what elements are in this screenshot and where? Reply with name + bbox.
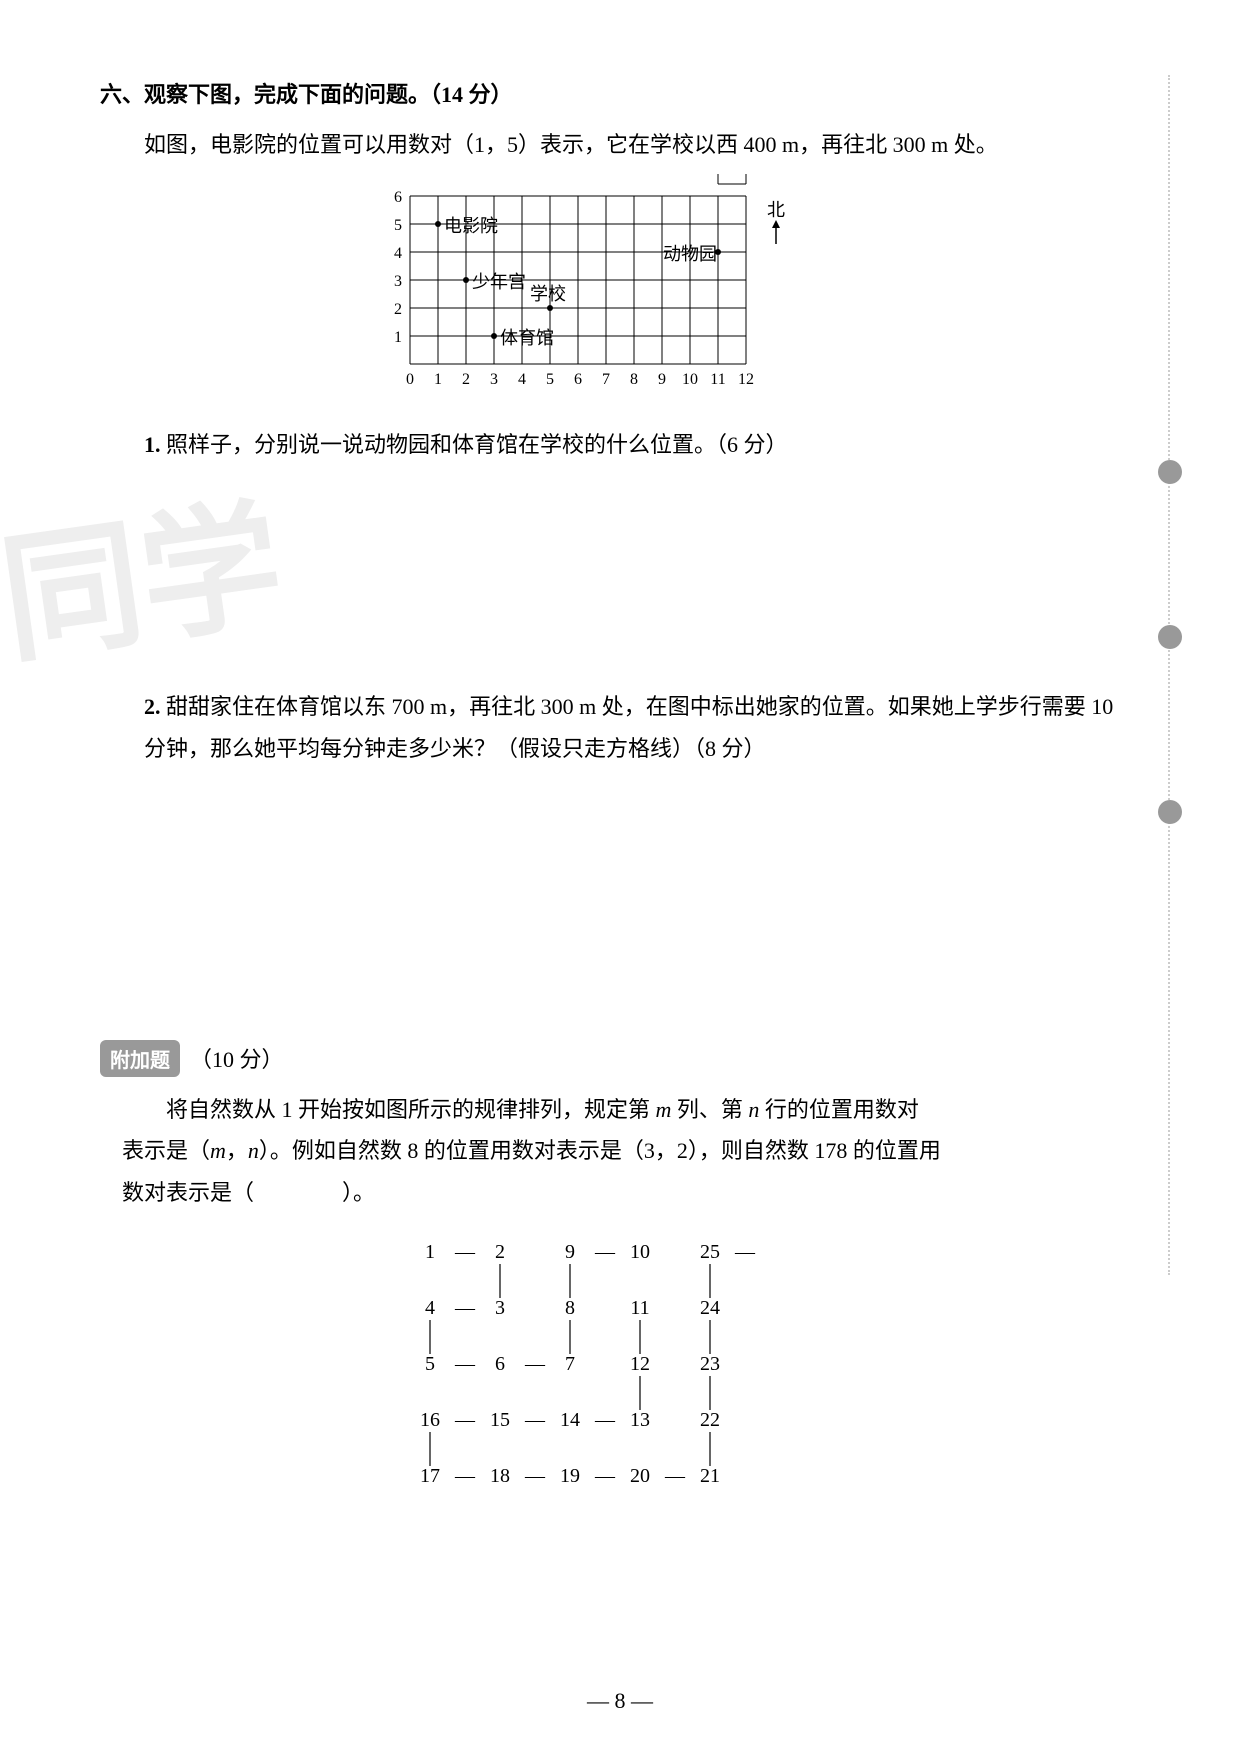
- page-number: — 8 —: [0, 1688, 1240, 1714]
- svg-text:—: —: [454, 1353, 476, 1375]
- svg-text:电影院: 电影院: [444, 216, 498, 236]
- svg-text:—: —: [524, 1409, 546, 1431]
- svg-text:24: 24: [700, 1297, 720, 1319]
- number-spiral-diagram: 12—910—25—43—8112456—7—12231615—14—13—22…: [100, 1234, 1120, 1534]
- svg-text:8: 8: [630, 371, 638, 388]
- answer-space-1: [100, 476, 1120, 686]
- bonus-text-line1: 将自然数从 1 开始按如图所示的规律排列，规定第 m 列、第 n 行的位置用数对: [166, 1089, 1120, 1131]
- svg-text:21: 21: [700, 1465, 720, 1487]
- svg-text:10: 10: [630, 1241, 650, 1263]
- svg-text:17: 17: [420, 1465, 440, 1487]
- svg-text:—: —: [454, 1241, 476, 1263]
- svg-text:3: 3: [394, 273, 402, 290]
- bonus-points: （10 分）: [190, 1047, 284, 1072]
- bonus-text-line3: 数对表示是（ ）。: [122, 1172, 1120, 1214]
- side-tab-icon: [1158, 625, 1182, 649]
- svg-text:13: 13: [630, 1409, 650, 1431]
- svg-text:19: 19: [560, 1465, 580, 1487]
- svg-text:5: 5: [546, 371, 554, 388]
- svg-text:18: 18: [490, 1465, 510, 1487]
- page-content: 六、观察下图，完成下面的问题。（14 分） 如图，电影院的位置可以用数对（1，5…: [0, 0, 1240, 1594]
- q1-number: 1.: [144, 432, 161, 457]
- svg-text:7: 7: [565, 1353, 575, 1375]
- q2-number: 2.: [144, 694, 161, 719]
- section-6-intro: 如图，电影院的位置可以用数对（1，5）表示，它在学校以西 400 m，再往北 3…: [144, 125, 1120, 165]
- svg-text:1: 1: [425, 1241, 435, 1263]
- svg-text:22: 22: [700, 1409, 720, 1431]
- bonus-section: 附加题 （10 分） 将自然数从 1 开始按如图所示的规律排列，规定第 m 列、…: [100, 1040, 1120, 1214]
- bonus-badge: 附加题: [100, 1040, 180, 1077]
- side-tab-icon: [1158, 800, 1182, 824]
- svg-text:2: 2: [394, 301, 402, 318]
- svg-text:—: —: [454, 1409, 476, 1431]
- svg-text:10: 10: [682, 371, 698, 388]
- svg-text:6: 6: [394, 189, 402, 206]
- q1-text: 照样子，分别说一说动物园和体育馆在学校的什么位置。（6 分）: [166, 432, 788, 457]
- svg-text:动物园: 动物园: [663, 244, 717, 264]
- svg-text:体育馆: 体育馆: [500, 328, 554, 348]
- svg-text:9: 9: [565, 1241, 575, 1263]
- svg-text:4: 4: [518, 371, 526, 388]
- svg-text:1: 1: [434, 371, 442, 388]
- title-points: （14 分）: [430, 82, 513, 107]
- svg-text:100 m: 100 m: [712, 174, 753, 176]
- svg-text:4: 4: [394, 245, 402, 262]
- side-dotted-border: [1168, 75, 1170, 1275]
- svg-text:8: 8: [565, 1297, 575, 1319]
- svg-text:9: 9: [658, 371, 666, 388]
- svg-text:5: 5: [425, 1353, 435, 1375]
- svg-text:14: 14: [560, 1409, 580, 1431]
- svg-text:—: —: [594, 1241, 616, 1263]
- title-text: 六、观察下图，完成下面的问题。: [100, 82, 430, 107]
- svg-text:0: 0: [406, 371, 414, 388]
- svg-text:23: 23: [700, 1353, 720, 1375]
- svg-text:2: 2: [462, 371, 470, 388]
- svg-text:—: —: [594, 1409, 616, 1431]
- svg-text:—: —: [734, 1241, 756, 1263]
- question-2: 2. 甜甜家住在体育馆以东 700 m，再往北 300 m 处，在图中标出她家的…: [144, 686, 1120, 770]
- svg-text:3: 3: [495, 1297, 505, 1319]
- section-6-title: 六、观察下图，完成下面的问题。（14 分）: [100, 75, 1120, 115]
- svg-text:15: 15: [490, 1409, 510, 1431]
- svg-text:2: 2: [495, 1241, 505, 1263]
- svg-text:—: —: [454, 1297, 476, 1319]
- svg-text:—: —: [594, 1465, 616, 1487]
- svg-text:6: 6: [495, 1353, 505, 1375]
- svg-text:—: —: [454, 1465, 476, 1487]
- svg-text:1: 1: [394, 329, 402, 346]
- side-tab-icon: [1158, 460, 1182, 484]
- question-1: 1. 照样子，分别说一说动物园和体育馆在学校的什么位置。（6 分）: [144, 424, 1120, 466]
- q2-text: 甜甜家住在体育馆以东 700 m，再往北 300 m 处，在图中标出她家的位置。…: [144, 694, 1113, 761]
- svg-text:—: —: [524, 1465, 546, 1487]
- svg-text:25: 25: [700, 1241, 720, 1263]
- svg-text:20: 20: [630, 1465, 650, 1487]
- svg-text:北: 北: [767, 200, 785, 220]
- bonus-text-line2: 表示是（m，n）。例如自然数 8 的位置用数对表示是（3，2），则自然数 178…: [122, 1130, 1120, 1172]
- svg-text:—: —: [524, 1353, 546, 1375]
- svg-text:5: 5: [394, 217, 402, 234]
- svg-text:16: 16: [420, 1409, 440, 1431]
- svg-text:11: 11: [710, 371, 725, 388]
- svg-text:12: 12: [630, 1353, 650, 1375]
- svg-text:4: 4: [425, 1297, 435, 1319]
- grid-map-chart: 0123456789101112123456电影院动物园少年宫学校体育馆100 …: [100, 174, 1120, 404]
- svg-text:6: 6: [574, 371, 582, 388]
- svg-text:7: 7: [602, 371, 610, 388]
- svg-text:12: 12: [738, 371, 754, 388]
- svg-text:3: 3: [490, 371, 498, 388]
- svg-text:学校: 学校: [530, 284, 566, 304]
- svg-text:—: —: [664, 1465, 686, 1487]
- svg-text:少年宫: 少年宫: [472, 272, 526, 292]
- svg-text:11: 11: [630, 1297, 649, 1319]
- answer-space-2: [100, 780, 1120, 1030]
